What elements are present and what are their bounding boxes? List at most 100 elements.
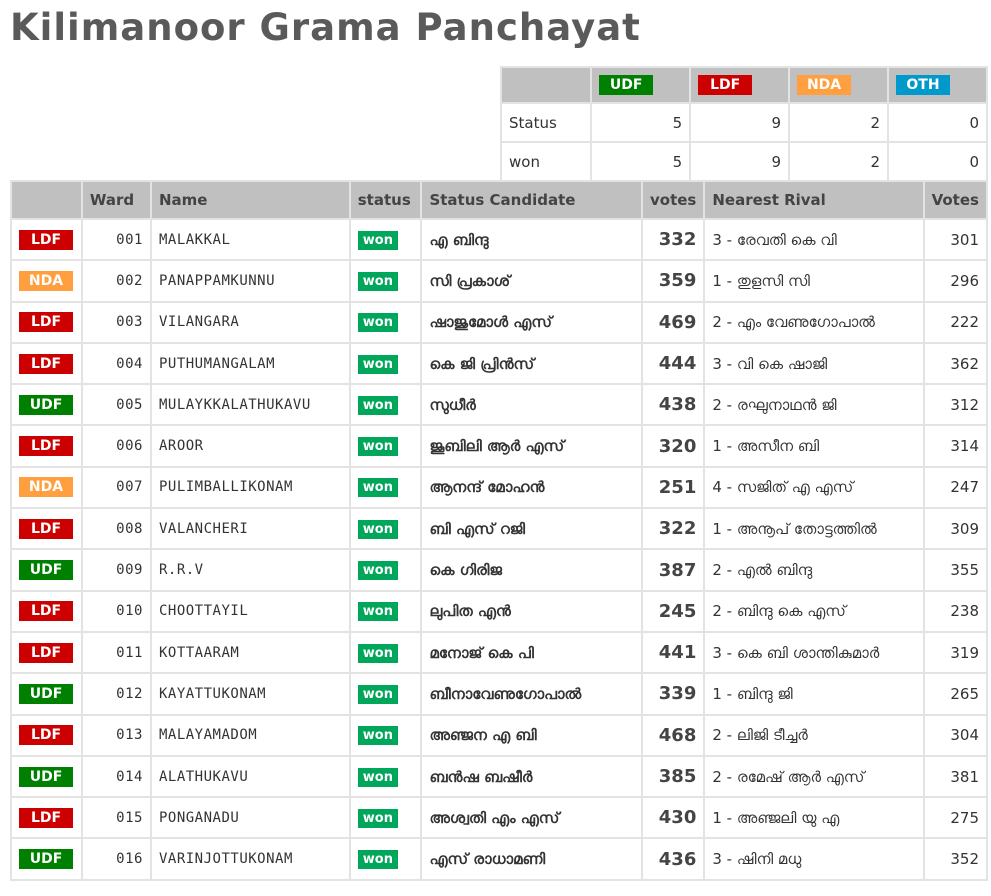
summary-row: won 5 9 2 0 bbox=[499, 141, 988, 182]
rival-votes: 314 bbox=[922, 424, 989, 468]
ward-number: 015 bbox=[80, 796, 152, 840]
status-badge: won bbox=[357, 602, 398, 622]
table-row: LDF 011 KOTTAARAM won മനോജ് കെ പി 441 3 - കെ ബ… bbox=[10, 630, 989, 675]
table-row: LDF 013 MALAYAMADOM won അഞ്ജന എ ബി 468 2 - ലിജ… bbox=[10, 713, 989, 757]
ward-number: 010 bbox=[80, 589, 152, 633]
status-badge: won bbox=[357, 354, 398, 374]
summary-count: 9 bbox=[689, 102, 791, 143]
rival-votes: 238 bbox=[922, 589, 989, 633]
ward-number: 016 bbox=[80, 837, 152, 881]
status-badge: won bbox=[357, 684, 398, 704]
summary-count: 2 bbox=[788, 102, 889, 143]
ward-number: 011 bbox=[80, 630, 152, 675]
winning-candidate: ബൻഷ ബഷീർ bbox=[420, 754, 643, 799]
party-cell: NDA bbox=[10, 259, 83, 303]
nearest-rival: 1 - അസീന ബി bbox=[703, 424, 925, 468]
party-cell: UDF bbox=[10, 754, 83, 799]
party-badge: LDF bbox=[19, 642, 73, 663]
status-badge: won bbox=[357, 478, 398, 498]
ward-number: 002 bbox=[80, 259, 152, 303]
nearest-rival: 2 - എം വേണുഗോപാൽ bbox=[703, 300, 925, 344]
ward-name: VALANCHERI bbox=[149, 507, 351, 551]
table-row: UDF 005 MULAYKKALATHUKAVU won സുധീർ 438 2 - രഘ… bbox=[10, 383, 989, 427]
ward-name: KOTTAARAM bbox=[149, 630, 351, 675]
winner-votes: 359 bbox=[640, 259, 706, 303]
nearest-rival: 3 - വി കെ ഷാജി bbox=[703, 341, 925, 386]
party-badge: LDF bbox=[19, 312, 73, 333]
table-row: LDF 006 AROOR won ജൂബിലി ആർ എസ് 320 1 - അസീന ബ… bbox=[10, 424, 989, 468]
rival-votes: 265 bbox=[922, 672, 989, 716]
table-row: UDF 016 VARINJOTTUKONAM won എസ് രാധാമണി 436 3 … bbox=[10, 837, 989, 881]
winning-candidate: സുധീർ bbox=[420, 383, 643, 427]
ward-number: 008 bbox=[80, 507, 152, 551]
nearest-rival: 2 - രമേഷ് ആർ എസ് bbox=[703, 754, 925, 799]
ward-name: MALAKKAL bbox=[149, 217, 351, 262]
status-badge: won bbox=[357, 519, 398, 539]
status-cell: won bbox=[348, 548, 423, 592]
party-cell: LDF bbox=[10, 424, 83, 468]
ward-name: CHOOTTAYIL bbox=[149, 589, 351, 633]
status-cell: won bbox=[348, 507, 423, 551]
winning-candidate: ബി എസ് റജി bbox=[420, 507, 643, 551]
ward-name: VILANGARA bbox=[149, 300, 351, 344]
party-cell: LDF bbox=[10, 507, 83, 551]
winner-votes: 438 bbox=[640, 383, 706, 427]
winner-votes: 469 bbox=[640, 300, 706, 344]
status-badge: won bbox=[357, 643, 398, 663]
winner-votes: 251 bbox=[640, 465, 706, 510]
summary-party-header: OTH bbox=[887, 66, 988, 104]
ward-name: ALATHUKAVU bbox=[149, 754, 351, 799]
winner-votes: 441 bbox=[640, 630, 706, 675]
nearest-rival: 2 - ബിന്ദു കെ എസ് bbox=[703, 589, 925, 633]
rival-votes: 247 bbox=[922, 465, 989, 510]
winning-candidate: ഷാജുമോൾ എസ് bbox=[420, 300, 643, 344]
party-badge: UDF bbox=[19, 766, 73, 787]
summary-count: 0 bbox=[887, 102, 988, 143]
status-badge: won bbox=[357, 808, 398, 828]
table-row: NDA 002 PANAPPAMKUNNU won സി പ്രകാശ് 359 1 - ത… bbox=[10, 259, 989, 303]
nearest-rival: 4 - സജിത് എ എസ് bbox=[703, 465, 925, 510]
status-cell: won bbox=[348, 713, 423, 757]
nearest-rival: 1 - അനൂപ് തോട്ടത്തിൽ bbox=[703, 507, 925, 551]
rival-votes: 222 bbox=[922, 300, 989, 344]
status-badge: won bbox=[357, 850, 398, 870]
winning-candidate: കെ ഗിരിജ bbox=[420, 548, 643, 592]
summary-header-row: UDF LDF NDA OTH bbox=[499, 66, 988, 104]
winner-votes: 385 bbox=[640, 754, 706, 799]
status-badge: won bbox=[357, 726, 398, 746]
party-badge-nda: NDA bbox=[797, 75, 852, 95]
status-cell: won bbox=[348, 300, 423, 344]
rival-votes: 301 bbox=[922, 217, 989, 262]
party-badge: UDF bbox=[19, 560, 73, 581]
status-badge: won bbox=[357, 437, 398, 457]
party-cell: UDF bbox=[10, 548, 83, 592]
party-badge: NDA bbox=[19, 270, 73, 291]
status-badge: won bbox=[357, 561, 398, 581]
rival-votes: 309 bbox=[922, 507, 989, 551]
winning-candidate: അശ്വതി എം എസ് bbox=[420, 796, 643, 840]
ward-name: MULAYKKALATHUKAVU bbox=[149, 383, 351, 427]
party-cell: UDF bbox=[10, 837, 83, 881]
status-cell: won bbox=[348, 217, 423, 262]
party-badge: LDF bbox=[19, 353, 73, 374]
status-badge: won bbox=[357, 313, 398, 333]
ward-name: VARINJOTTUKONAM bbox=[149, 837, 351, 881]
status-badge: won bbox=[357, 271, 398, 291]
ward-number: 001 bbox=[80, 217, 152, 262]
summary-count: 5 bbox=[590, 141, 692, 182]
winner-votes: 430 bbox=[640, 796, 706, 840]
rival-votes: 352 bbox=[922, 837, 989, 881]
table-row: LDF 010 CHOOTTAYIL won ലുപിത എൻ 245 2 - ബിന്ദു… bbox=[10, 589, 989, 633]
summary-count: 0 bbox=[887, 141, 988, 182]
summary-row-label: Status bbox=[499, 102, 593, 143]
winner-votes: 245 bbox=[640, 589, 706, 633]
ward-number: 012 bbox=[80, 672, 152, 716]
column-header: votes bbox=[640, 180, 706, 220]
winning-candidate: അഞ്ജന എ ബി bbox=[420, 713, 643, 757]
party-badge: NDA bbox=[19, 477, 73, 498]
ward-number: 014 bbox=[80, 754, 152, 799]
party-badge: LDF bbox=[19, 725, 73, 746]
party-badge-oth: OTH bbox=[896, 75, 950, 95]
summary-table: UDF LDF NDA OTH Status 5 9 2 0 won 5 9 2 0 bbox=[499, 66, 988, 182]
summary-count: 2 bbox=[788, 141, 889, 182]
